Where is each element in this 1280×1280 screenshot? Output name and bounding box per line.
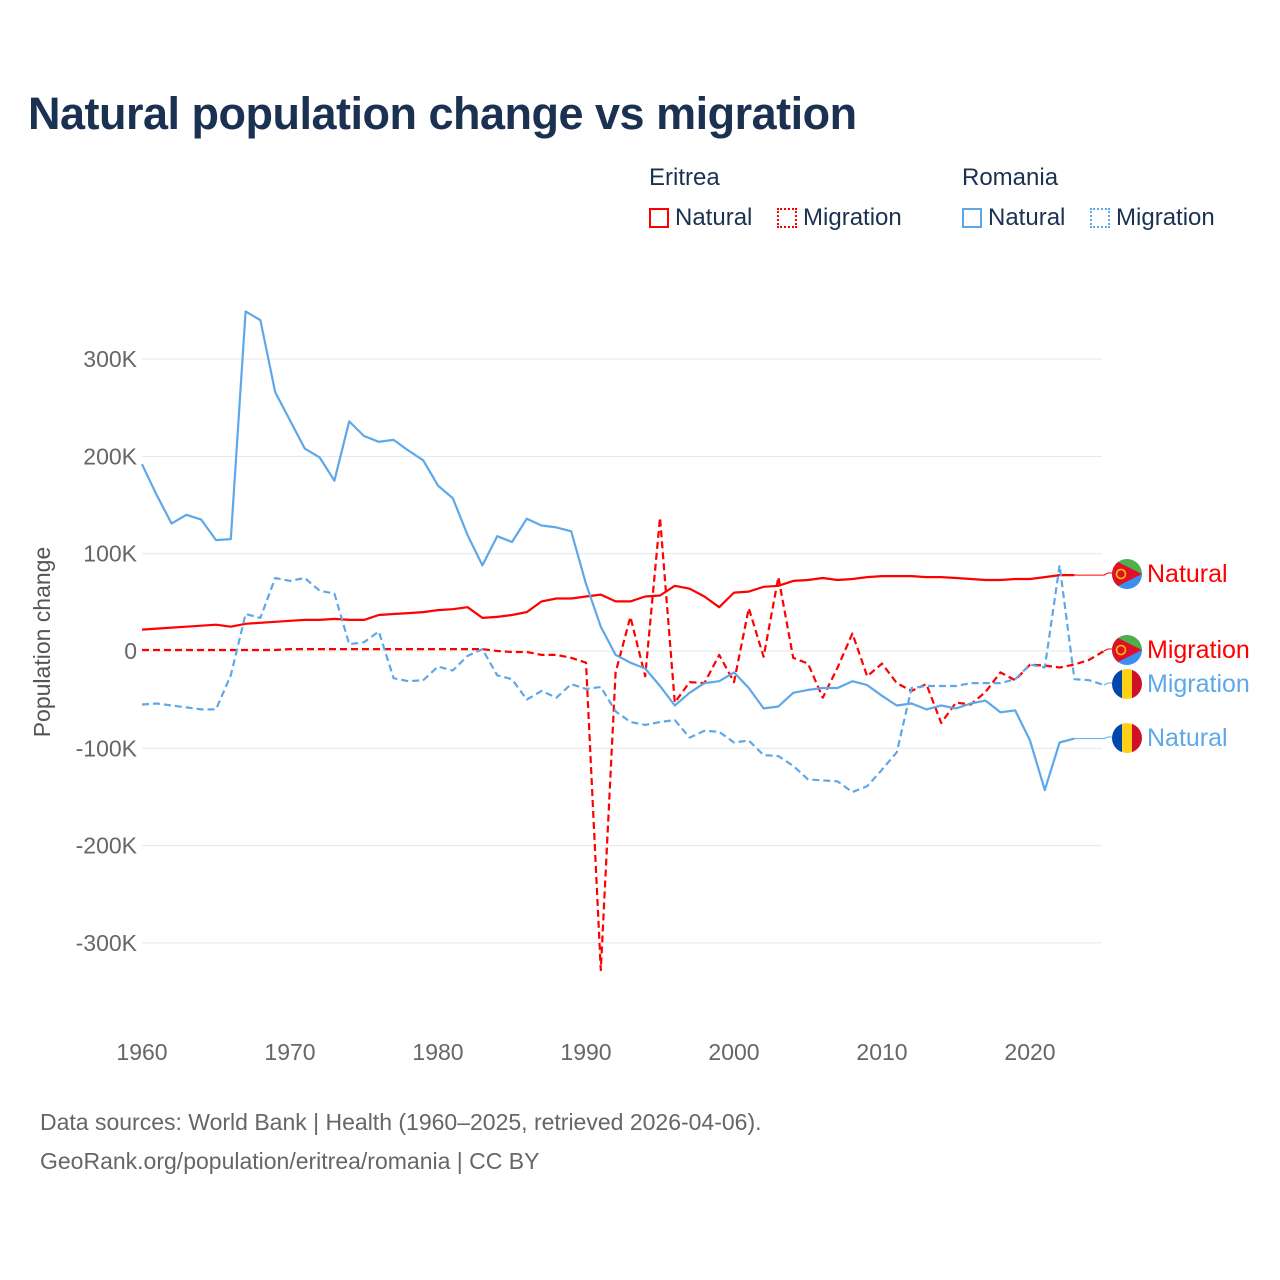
label-connector — [1074, 572, 1112, 576]
legend-country: Eritrea — [649, 164, 720, 191]
y-tick-label: 0 — [124, 638, 137, 664]
x-tick-label: 2010 — [856, 1039, 907, 1065]
legend-item-eritrea-migration[interactable]: Migration — [777, 204, 902, 232]
legend-swatch — [777, 208, 798, 228]
source-url[interactable]: GeoRank.org/population/eritrea/romania |… — [40, 1148, 540, 1174]
legend-country: Romania — [962, 164, 1059, 191]
x-tick-label: 1970 — [264, 1039, 315, 1065]
label-connector — [1103, 648, 1112, 652]
legend-label: Natural — [675, 204, 753, 231]
series-line-romania-natural[interactable] — [141, 310, 1075, 792]
romania-flag-icon — [1112, 669, 1142, 699]
x-tick-label: 2000 — [708, 1039, 759, 1065]
legend-label: Natural — [988, 204, 1066, 231]
end-label: Natural — [1147, 724, 1228, 752]
x-tick-label: 1990 — [560, 1039, 611, 1065]
legend-eritrea: Eritrea Natural Migration — [649, 164, 920, 235]
y-tick-label: -300K — [76, 930, 138, 956]
legend-item-romania-migration[interactable]: Migration — [1090, 204, 1215, 232]
legend-swatch — [1090, 208, 1111, 228]
y-tick-label: -200K — [76, 833, 138, 859]
y-tick-label: 300K — [83, 346, 137, 372]
legend-swatch — [649, 208, 669, 228]
legend-swatch — [962, 208, 982, 228]
eritrea-flag-icon — [1112, 635, 1142, 665]
y-tick-label: -100K — [76, 735, 138, 761]
legend-romania: Romania Natural Migration — [962, 164, 1215, 235]
eritrea-flag-icon — [1112, 559, 1142, 589]
y-tick-label: 200K — [83, 443, 137, 469]
series-line-eritrea-migration[interactable] — [142, 516, 1105, 972]
series-line-eritrea-natural[interactable] — [141, 573, 1075, 631]
legend-label: Migration — [1116, 204, 1215, 231]
x-tick-label: 2020 — [1004, 1039, 1055, 1065]
chart-title: Natural population change vs migration — [28, 88, 857, 139]
y-axis-label: Population change — [29, 547, 55, 738]
legend-label: Migration — [803, 204, 902, 231]
end-label: Migration — [1147, 670, 1250, 698]
end-label: Migration — [1147, 636, 1250, 664]
y-tick-label: 100K — [83, 541, 137, 567]
series-line-romania-migration[interactable] — [141, 564, 1105, 794]
x-tick-label: 1960 — [116, 1039, 167, 1065]
label-connector — [1074, 736, 1112, 740]
x-tick-label: 1980 — [412, 1039, 463, 1065]
label-connector — [1103, 682, 1112, 686]
legend-item-eritrea-natural[interactable]: Natural — [649, 204, 752, 232]
legend-item-romania-natural[interactable]: Natural — [962, 204, 1065, 232]
source-line: Data sources: World Bank | Health (1960–… — [40, 1109, 762, 1135]
end-label: Natural — [1147, 560, 1228, 588]
romania-flag-icon — [1112, 723, 1142, 753]
